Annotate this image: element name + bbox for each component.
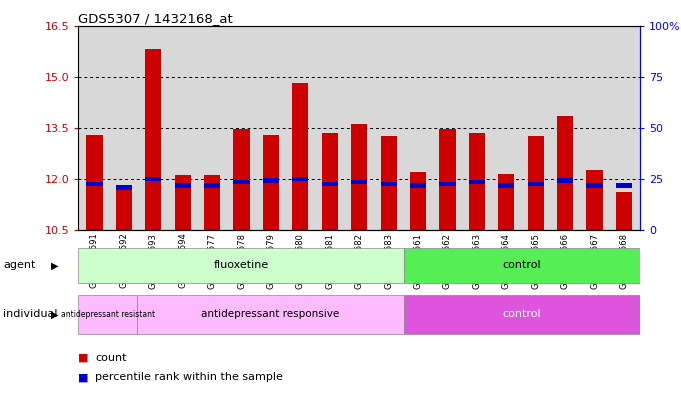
- Bar: [586, 184, 603, 188]
- Text: antidepressant responsive: antidepressant responsive: [202, 309, 340, 320]
- Text: individual: individual: [3, 309, 58, 320]
- Bar: [410, 184, 426, 188]
- Text: GDS5307 / 1432168_at: GDS5307 / 1432168_at: [78, 12, 233, 25]
- Bar: [616, 184, 632, 188]
- Bar: [174, 175, 191, 230]
- Bar: [557, 116, 573, 230]
- Bar: [234, 180, 250, 184]
- Bar: [351, 124, 367, 230]
- Bar: [292, 176, 308, 181]
- Bar: [404, 295, 640, 334]
- Bar: [292, 83, 308, 230]
- Bar: [145, 176, 161, 181]
- Text: agent: agent: [3, 260, 36, 270]
- Bar: [138, 295, 404, 334]
- Bar: [321, 182, 338, 186]
- Bar: [404, 248, 640, 283]
- Text: control: control: [503, 260, 541, 270]
- Bar: [469, 133, 485, 230]
- Bar: [616, 193, 632, 230]
- Bar: [86, 182, 103, 186]
- Text: percentile rank within the sample: percentile rank within the sample: [95, 372, 283, 382]
- Bar: [78, 295, 138, 334]
- Bar: [351, 180, 367, 184]
- Text: ■: ■: [78, 353, 89, 363]
- Bar: [498, 174, 514, 230]
- Text: count: count: [95, 353, 127, 363]
- Bar: [381, 182, 397, 186]
- Text: fluoxetine: fluoxetine: [213, 260, 268, 270]
- Bar: [439, 129, 456, 230]
- Bar: [263, 134, 279, 230]
- Text: ■: ■: [78, 372, 89, 382]
- Bar: [498, 184, 514, 188]
- Bar: [557, 178, 573, 183]
- Bar: [86, 134, 103, 230]
- Bar: [528, 136, 544, 230]
- Text: ▶: ▶: [51, 309, 59, 320]
- Bar: [204, 175, 220, 230]
- Bar: [234, 129, 250, 230]
- Bar: [145, 50, 161, 230]
- Bar: [321, 133, 338, 230]
- Bar: [263, 178, 279, 183]
- Bar: [78, 248, 404, 283]
- Bar: [204, 184, 220, 188]
- Text: control: control: [503, 309, 541, 320]
- Bar: [381, 136, 397, 230]
- Text: antidepressant resistant: antidepressant resistant: [61, 310, 155, 319]
- Bar: [586, 170, 603, 230]
- Bar: [174, 184, 191, 188]
- Bar: [410, 172, 426, 230]
- Text: ▶: ▶: [51, 260, 59, 270]
- Bar: [116, 185, 132, 230]
- Bar: [439, 182, 456, 186]
- Bar: [469, 180, 485, 184]
- Bar: [116, 185, 132, 189]
- Bar: [528, 182, 544, 186]
